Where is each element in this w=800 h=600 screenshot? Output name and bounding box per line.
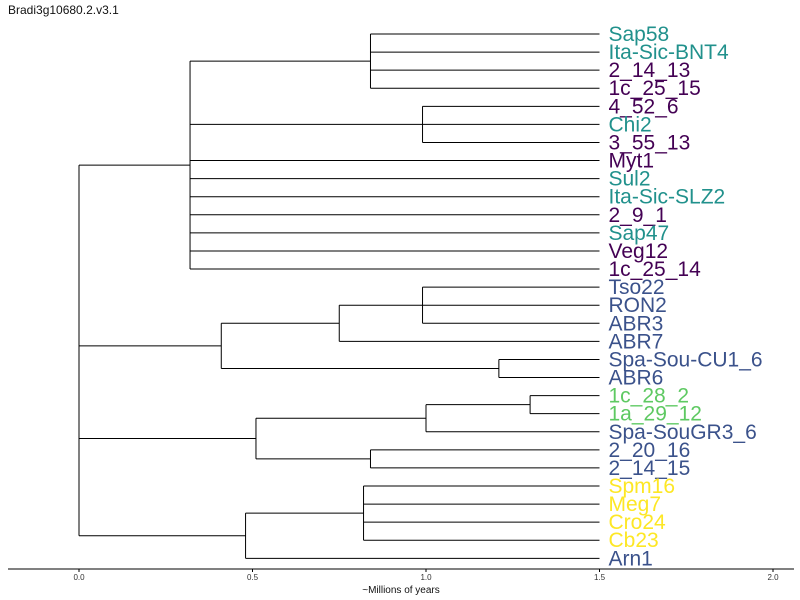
leaf-label: 3_55_13 (609, 131, 691, 154)
branches-group (78, 33, 600, 559)
leaf-label: Ita-Sic-BNT4 (609, 41, 730, 64)
leaf-label: 1c_28_2 (609, 385, 690, 408)
leaf-label: 2_14_15 (609, 457, 691, 480)
leaf-label: ABR6 (609, 367, 664, 390)
leaf-label: Spa-SouGR3_6 (609, 421, 757, 444)
leaf-label: Sap58 (609, 23, 670, 46)
x-tick-label: 1.0 (420, 573, 432, 582)
leaf-label: Veg12 (609, 240, 669, 263)
leaf-label: 2_14_13 (609, 59, 691, 82)
leaf-label: Chi2 (609, 113, 652, 136)
leaf-label: Ita-Sic-SLZ2 (609, 186, 726, 209)
leaf-label: Sul2 (609, 168, 651, 191)
leaf-label: 4_52_6 (609, 95, 679, 118)
x-tick-label: 1.5 (594, 573, 606, 582)
x-tick-label: 0.5 (247, 573, 259, 582)
leaf-label: 1c_25_15 (609, 77, 701, 100)
x-axis-ticks: 0.0 0.5 1.0 1.5 2.0 (73, 569, 779, 582)
leaf-labels-group: Sap58Ita-Sic-BNT42_14_131c_25_154_52_6Ch… (609, 23, 763, 570)
leaf-label: Cro24 (609, 511, 667, 534)
leaf-label: Sap47 (609, 222, 670, 245)
leaf-label: Arn1 (609, 547, 653, 570)
x-tick-label: 0.0 (73, 573, 85, 582)
leaf-label: Tso22 (609, 276, 665, 299)
x-axis-label: ~Millions of years (362, 585, 440, 596)
leaf-label: Myt1 (609, 150, 655, 173)
leaf-label: Cb23 (609, 529, 659, 552)
leaf-label: 2_20_16 (609, 439, 691, 462)
page-title: Bradi3g10680.2.v3.1 (8, 3, 119, 17)
leaf-label: Spa-Sou-CU1_6 (609, 348, 763, 371)
leaf-label: Meg7 (609, 493, 662, 516)
leaf-label: Spm16 (609, 475, 676, 498)
leaf-label: 2_9_1 (609, 204, 667, 227)
leaf-label: 1a_29_12 (609, 403, 702, 426)
leaf-label: ABR3 (609, 312, 664, 335)
x-tick-label: 2.0 (767, 573, 779, 582)
leaf-label: 1c_25_14 (609, 258, 702, 281)
leaf-label: ABR7 (609, 330, 664, 353)
x-axis: 0.0 0.5 1.0 1.5 2.0 ~Millions of years (8, 568, 794, 596)
leaf-label: RON2 (609, 294, 667, 317)
